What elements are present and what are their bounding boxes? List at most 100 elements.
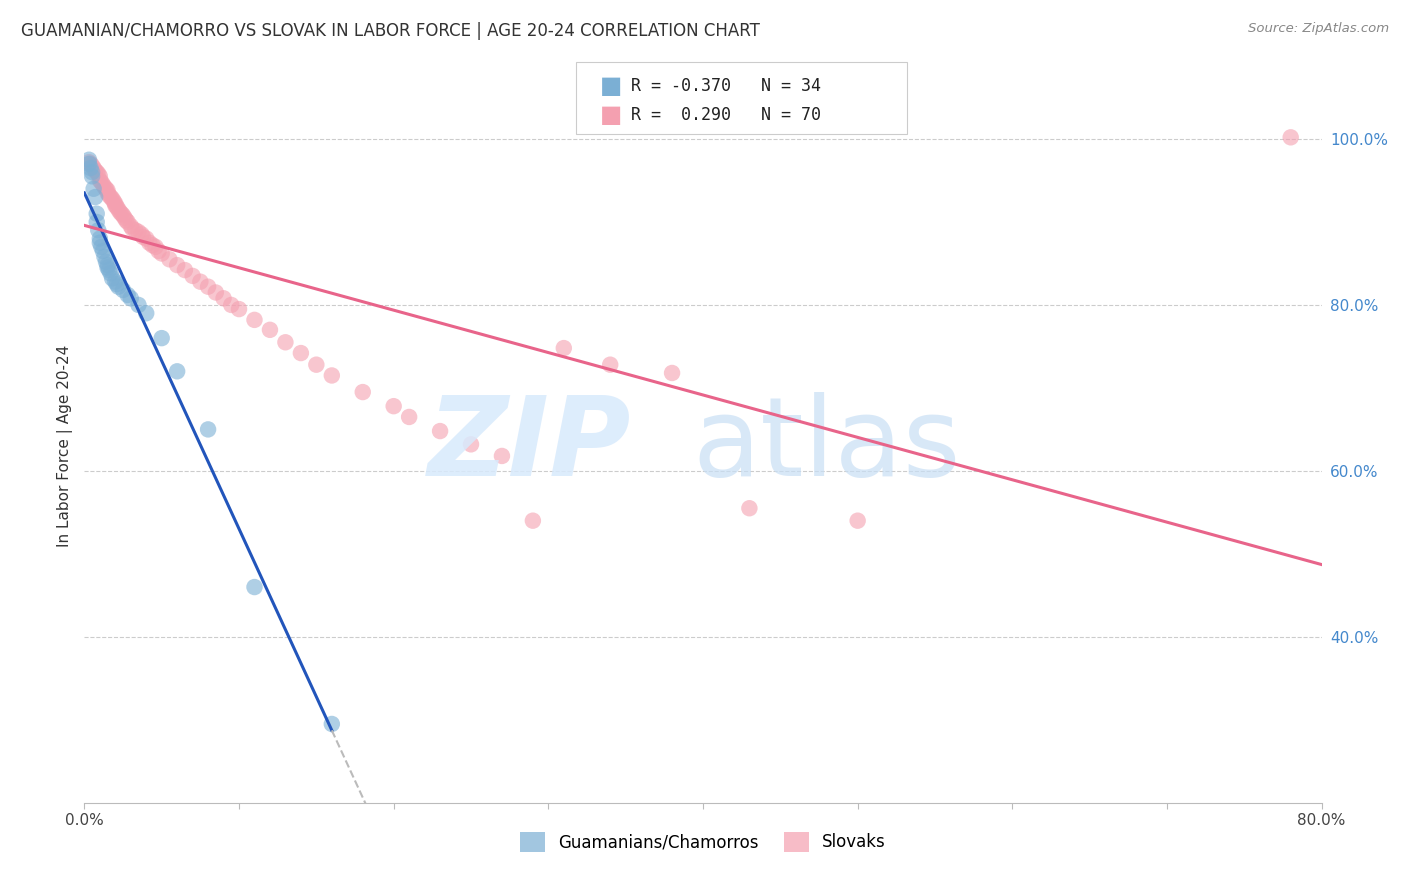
Point: [82, 165, 104, 179]
Point: [321, 717, 343, 731]
Point: [89, 169, 111, 184]
Point: [382, 399, 405, 413]
Point: [105, 200, 128, 214]
Point: [114, 211, 136, 225]
Point: [121, 221, 143, 235]
Point: [96, 258, 118, 272]
Point: [181, 268, 204, 283]
Point: [243, 580, 266, 594]
Point: [77, 153, 100, 167]
Point: [205, 285, 228, 300]
Text: R =  0.290   N = 70: R = 0.290 N = 70: [631, 106, 821, 124]
Point: [274, 335, 297, 350]
Point: [150, 246, 173, 260]
Point: [89, 231, 111, 245]
Point: [131, 227, 153, 242]
Point: [127, 298, 149, 312]
Point: [228, 302, 250, 317]
Point: [738, 501, 761, 516]
Point: [148, 244, 170, 258]
Point: [112, 208, 135, 222]
Point: [197, 279, 219, 293]
Point: [166, 364, 188, 378]
Point: [91, 178, 114, 192]
Text: R = -0.370   N = 34: R = -0.370 N = 34: [631, 77, 821, 95]
Point: [305, 358, 328, 372]
Point: [212, 291, 235, 305]
Point: [90, 175, 112, 189]
Point: [89, 235, 111, 250]
Point: [219, 298, 242, 312]
Point: [150, 331, 173, 345]
Point: [104, 198, 127, 212]
Point: [79, 157, 101, 171]
Point: [112, 283, 135, 297]
Point: [104, 275, 127, 289]
Point: [87, 167, 110, 181]
Point: [83, 182, 105, 196]
Point: [124, 223, 146, 237]
Point: [98, 263, 121, 277]
Text: GUAMANIAN/CHAMORRO VS SLOVAK IN LABOR FORCE | AGE 20-24 CORRELATION CHART: GUAMANIAN/CHAMORRO VS SLOVAK IN LABOR FO…: [21, 22, 761, 40]
Point: [135, 306, 157, 320]
Point: [141, 238, 163, 252]
Point: [145, 240, 167, 254]
Y-axis label: In Labor Force | Age 20-24: In Labor Force | Age 20-24: [58, 345, 73, 547]
Point: [115, 213, 138, 227]
Point: [259, 323, 281, 337]
Point: [94, 254, 117, 268]
Point: [82, 169, 104, 184]
Point: [86, 165, 108, 179]
Point: [553, 341, 575, 355]
Point: [127, 225, 149, 239]
Point: [77, 155, 100, 169]
Point: [98, 188, 121, 202]
Point: [107, 202, 129, 217]
Point: [108, 205, 131, 219]
Point: [101, 192, 124, 206]
Point: [93, 180, 115, 194]
Point: [117, 288, 139, 302]
Point: [117, 215, 139, 229]
Text: atlas: atlas: [693, 392, 960, 500]
Point: [321, 368, 343, 383]
Point: [522, 514, 544, 528]
Point: [174, 263, 197, 277]
Point: [107, 279, 129, 293]
Point: [77, 157, 100, 171]
Point: [599, 358, 621, 372]
Point: [290, 346, 312, 360]
Point: [101, 271, 124, 285]
Point: [96, 260, 118, 275]
Point: [398, 409, 420, 424]
Point: [159, 252, 180, 267]
Point: [94, 182, 117, 196]
Point: [93, 250, 115, 264]
Text: ■: ■: [600, 74, 623, 97]
Text: ZIP: ZIP: [427, 392, 631, 500]
Point: [91, 244, 114, 258]
Point: [243, 313, 266, 327]
Point: [79, 161, 101, 175]
Point: [90, 240, 112, 254]
Point: [1279, 130, 1302, 145]
Point: [86, 207, 108, 221]
Point: [110, 207, 132, 221]
Point: [197, 422, 219, 436]
Point: [83, 161, 105, 175]
Point: [166, 258, 188, 272]
Point: [87, 223, 110, 237]
Point: [429, 424, 451, 438]
Legend: Guamanians/Chamorros, Slovaks: Guamanians/Chamorros, Slovaks: [513, 825, 893, 859]
Point: [135, 231, 157, 245]
Point: [100, 267, 122, 281]
Text: Source: ZipAtlas.com: Source: ZipAtlas.com: [1249, 22, 1389, 36]
Point: [84, 190, 107, 204]
Point: [132, 230, 155, 244]
Point: [104, 196, 127, 211]
Point: [96, 186, 118, 200]
Point: [89, 173, 111, 187]
Point: [352, 385, 374, 400]
Point: [103, 194, 125, 209]
Point: [86, 215, 108, 229]
